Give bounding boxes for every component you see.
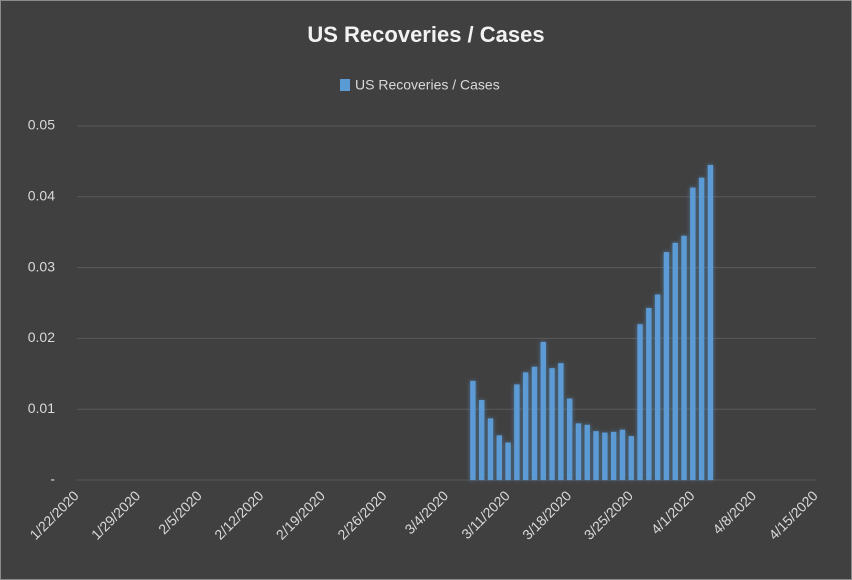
bar: [505, 442, 511, 480]
bar: [566, 398, 573, 480]
bar: [496, 435, 502, 480]
y-tick-label: -: [50, 471, 55, 487]
bar: [619, 429, 626, 480]
y-tick-label: 0.02: [28, 329, 55, 345]
bar: [602, 432, 608, 480]
bar: [628, 436, 634, 480]
bar: [646, 307, 652, 480]
bar: [540, 341, 546, 480]
bar: [672, 242, 678, 480]
y-tick-label: 0.04: [28, 188, 55, 204]
bar: [575, 423, 582, 480]
bar: [478, 399, 485, 480]
chart-title: US Recoveries / Cases: [307, 22, 544, 47]
bar: [707, 164, 714, 480]
bar: [698, 177, 705, 480]
y-tick-label: 0.05: [28, 117, 55, 133]
y-tick-label: 0.03: [28, 258, 55, 274]
bar: [663, 252, 670, 480]
bar: [654, 294, 661, 480]
bar: [593, 431, 599, 480]
legend-swatch: [340, 79, 350, 91]
bar: [690, 187, 696, 480]
bar: [522, 372, 529, 480]
bar: [514, 384, 520, 480]
bar: [531, 366, 538, 480]
bar: [549, 368, 555, 480]
bar: [558, 363, 564, 480]
bar: [487, 418, 494, 480]
bar: [470, 380, 476, 480]
bar: [610, 431, 617, 480]
bar: [681, 235, 687, 480]
y-tick-label: 0.01: [28, 400, 55, 416]
legend-label: US Recoveries / Cases: [355, 77, 500, 93]
bar: [584, 424, 590, 480]
bar: [637, 324, 643, 480]
